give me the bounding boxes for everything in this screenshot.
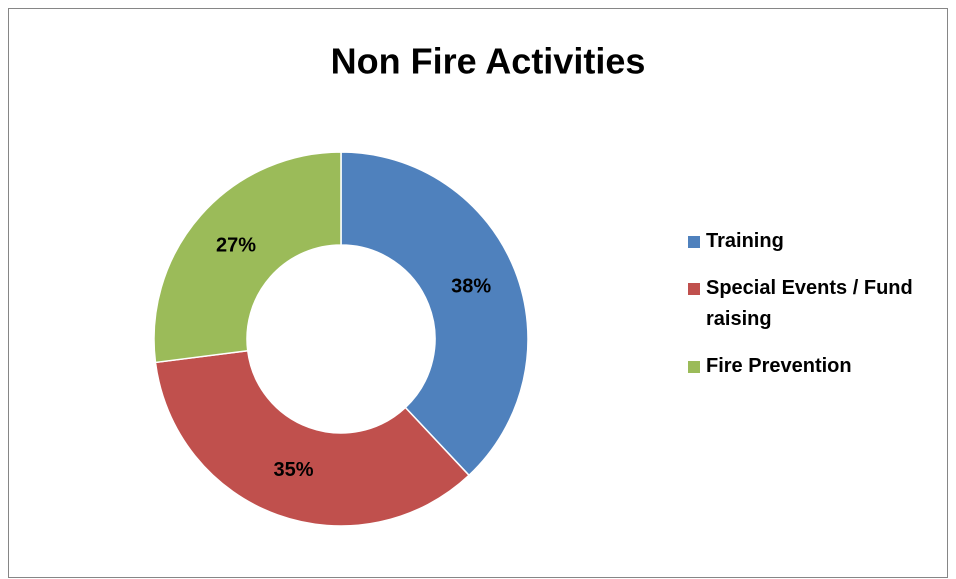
legend-label: Fire Prevention [706,355,852,377]
legend-swatch [688,361,700,373]
donut-slice [153,151,342,364]
legend-item: Special Events / Fund raising [688,273,950,335]
legend-swatch [688,236,700,248]
legend: Training Special Events / Fund raising Fir… [688,226,950,398]
legend-label: Training [706,230,784,252]
legend-swatch [688,283,700,295]
legend-item: Training [688,226,950,257]
data-label: 27% [216,235,256,257]
chart-title: Non Fire Activities [331,41,646,82]
donut-slice [340,151,529,477]
legend-label: Special Events / Fund raising [706,277,913,330]
legend-item: Fire Prevention [688,351,950,382]
data-label: 38% [451,276,491,298]
donut-slice [154,349,471,527]
data-label: 35% [274,459,314,481]
